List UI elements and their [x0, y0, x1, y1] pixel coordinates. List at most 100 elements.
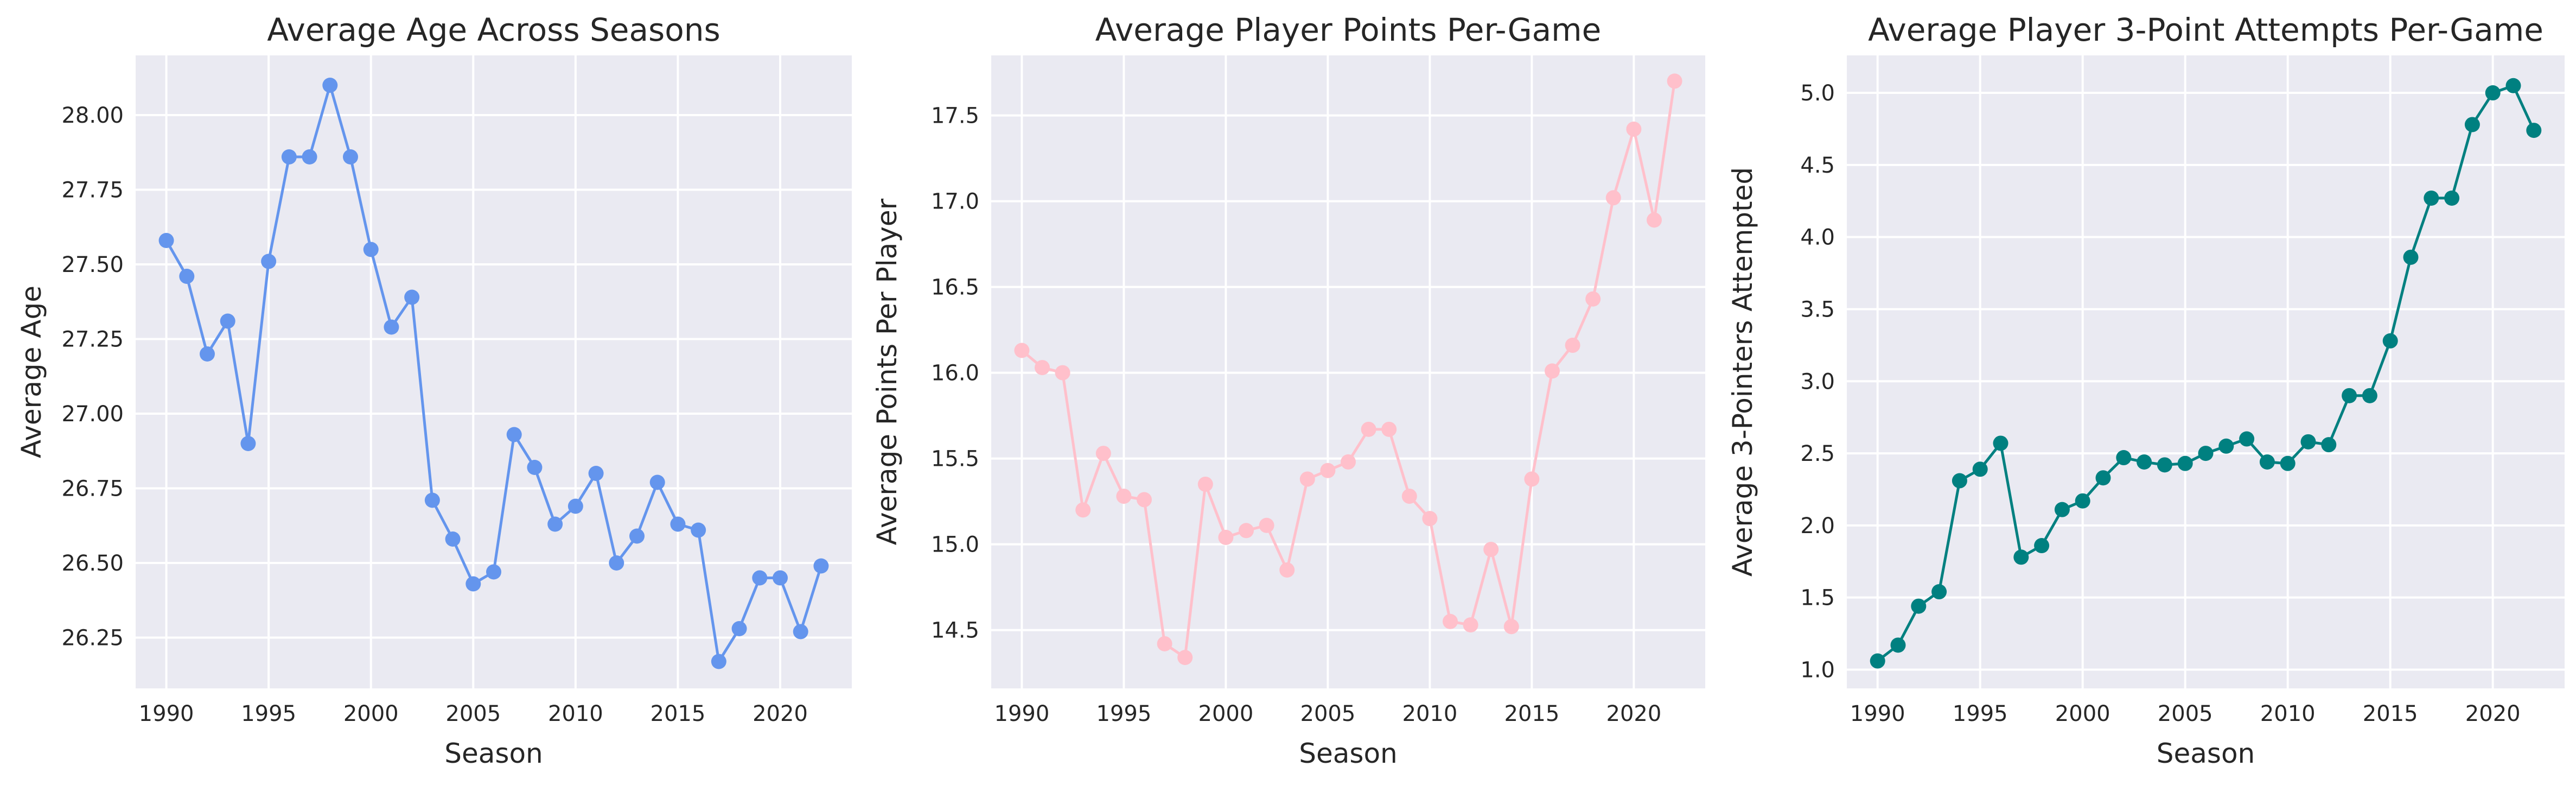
data-point	[240, 436, 256, 451]
data-point	[1483, 542, 1499, 558]
data-point	[1870, 653, 1885, 669]
data-point	[261, 254, 277, 269]
x-tick-label: 2015	[2363, 701, 2418, 726]
data-point	[773, 570, 788, 586]
data-point	[752, 570, 768, 586]
data-point	[281, 149, 297, 164]
y-tick-label: 16.0	[931, 361, 979, 386]
data-point	[2300, 434, 2316, 450]
data-point	[793, 624, 808, 640]
chart-title: Average Age Across Seasons	[267, 11, 720, 48]
x-axis-label: Season	[1299, 738, 1397, 769]
x-tick-label: 2020	[2465, 701, 2521, 726]
data-point	[629, 528, 645, 544]
data-point	[2259, 454, 2275, 470]
chart-title: Average Player 3-Point Attempts Per-Game	[1868, 11, 2543, 48]
y-axis-label: Average 3-Pointers Attempted	[1727, 167, 1758, 577]
data-point	[220, 313, 235, 329]
data-point	[343, 149, 358, 164]
data-point	[649, 474, 665, 490]
data-point	[2362, 388, 2377, 403]
y-tick-label: 26.50	[61, 551, 124, 576]
y-tick-label: 26.25	[61, 626, 124, 651]
data-point	[2157, 457, 2172, 473]
data-point	[200, 346, 215, 362]
data-point	[1361, 421, 1376, 437]
chart-panel-3: 1990 1995 2000 2005 2010 2015 2020 1.0 1.5 2.0 2.5…	[1727, 11, 2565, 769]
data-point	[2424, 190, 2439, 206]
data-point	[1218, 529, 1234, 545]
data-point	[2177, 455, 2193, 471]
x-tick-label: 1990	[994, 701, 1050, 726]
data-point	[1075, 502, 1091, 518]
data-point	[2464, 117, 2480, 132]
x-tick-label: 1990	[139, 701, 194, 726]
data-point	[1035, 360, 1050, 376]
y-tick-label: 3.5	[1800, 297, 1835, 322]
data-point	[1341, 454, 1356, 470]
data-point	[1259, 517, 1274, 533]
data-point	[1463, 617, 1478, 633]
y-tick-label: 27.00	[61, 402, 124, 427]
y-axis-label: Average Age	[16, 286, 47, 458]
x-tick-label: 2020	[753, 701, 808, 726]
data-point	[2116, 450, 2132, 466]
data-point	[2013, 549, 2029, 565]
data-point	[404, 289, 420, 305]
data-point	[1667, 73, 1682, 89]
data-point	[1545, 363, 1560, 379]
data-point	[1095, 446, 1111, 461]
x-tick-label: 2000	[1198, 701, 1254, 726]
data-point	[363, 242, 379, 257]
data-point	[2342, 388, 2357, 403]
y-tick-label: 5.0	[1800, 81, 1835, 106]
x-tick-label: 2000	[343, 701, 399, 726]
data-point	[588, 466, 604, 481]
data-point	[2403, 249, 2419, 265]
y-tick-label: 14.5	[931, 618, 979, 643]
data-point	[2321, 437, 2337, 453]
data-point	[731, 621, 747, 636]
data-point	[2034, 538, 2050, 554]
data-point	[1137, 492, 1152, 508]
data-point	[1443, 613, 1458, 629]
x-tick-label: 1995	[1096, 701, 1152, 726]
y-tick-label: 1.0	[1800, 657, 1835, 682]
data-point	[1503, 619, 1519, 635]
data-point	[1401, 489, 1417, 504]
data-point	[1055, 365, 1070, 381]
data-point	[424, 492, 440, 508]
data-point	[1116, 489, 1132, 504]
x-tick-label: 2005	[2158, 701, 2213, 726]
x-tick-label: 1995	[1953, 701, 2008, 726]
plot-area	[136, 55, 852, 688]
data-point	[1952, 473, 1967, 489]
x-tick-label: 2015	[1504, 701, 1560, 726]
data-point	[547, 516, 563, 532]
data-point	[2505, 78, 2521, 93]
data-point	[1299, 471, 1315, 487]
data-point	[2382, 333, 2398, 349]
y-tick-label: 26.75	[61, 477, 124, 502]
data-point	[2485, 85, 2501, 101]
y-tick-label: 15.0	[931, 533, 979, 558]
data-point	[1320, 463, 1336, 478]
data-point	[2526, 123, 2542, 138]
data-point	[1890, 637, 1906, 653]
data-point	[2218, 438, 2234, 454]
data-point	[1565, 338, 1580, 353]
data-point	[322, 78, 338, 93]
y-tick-label: 1.5	[1800, 586, 1835, 611]
data-point	[691, 522, 706, 538]
x-tick-label: 1990	[1850, 701, 1905, 726]
x-axis-label: Season	[2157, 738, 2255, 769]
data-point	[2075, 493, 2090, 509]
data-point	[1239, 523, 1254, 539]
data-point	[2280, 455, 2296, 471]
data-point	[711, 654, 726, 669]
data-point	[1647, 212, 1662, 228]
x-tick-label: 2020	[1606, 701, 1662, 726]
data-point	[2054, 502, 2070, 517]
y-tick-label: 3.0	[1800, 369, 1835, 394]
data-point	[1422, 511, 1438, 527]
